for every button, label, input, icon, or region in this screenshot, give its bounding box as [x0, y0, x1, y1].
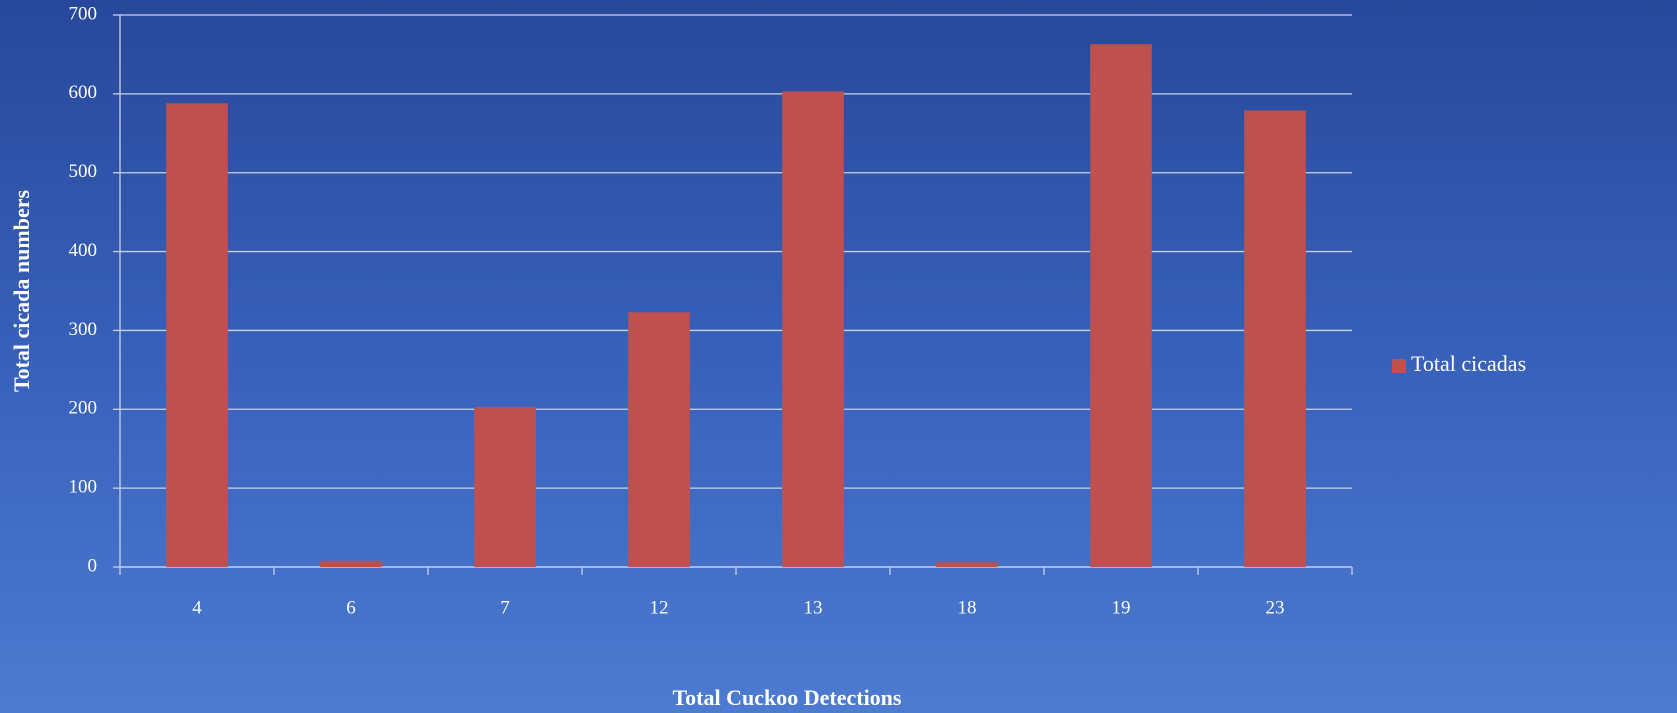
y-tick-label: 700: [69, 3, 98, 24]
y-axis-title: Total cicada numbers: [9, 190, 34, 393]
x-tick-label: 18: [958, 597, 977, 618]
legend-swatch: [1392, 359, 1406, 373]
y-tick-label: 600: [69, 82, 98, 103]
bar: [1244, 110, 1306, 567]
bar: [320, 560, 382, 567]
x-tick-label: 23: [1266, 597, 1285, 618]
y-tick-label: 300: [69, 319, 98, 340]
y-tick-label: 400: [69, 240, 98, 261]
bar: [474, 406, 536, 567]
y-tick-label: 500: [69, 161, 98, 182]
x-tick-label: 19: [1112, 597, 1131, 618]
x-tick-label: 6: [346, 597, 356, 618]
legend-label: Total cicadas: [1411, 351, 1526, 376]
x-tick-label: 13: [804, 597, 823, 618]
y-tick-label: 100: [69, 477, 98, 498]
bar: [782, 91, 844, 568]
bar: [628, 312, 690, 567]
y-tick-label: 0: [88, 555, 98, 576]
bar: [1090, 44, 1152, 568]
x-axis-title: Total Cuckoo Detections: [673, 685, 902, 710]
y-tick-label: 200: [69, 398, 98, 419]
x-tick-label: 4: [192, 597, 202, 618]
x-tick-label: 12: [650, 597, 669, 618]
bar: [936, 562, 998, 567]
bar: [166, 103, 228, 567]
x-tick-label: 7: [500, 597, 510, 618]
